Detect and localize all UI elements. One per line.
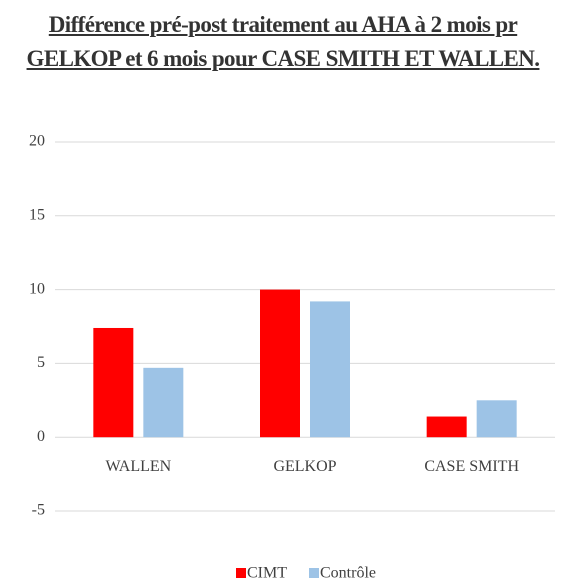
y-tick-label: 15	[29, 206, 45, 223]
x-tick-label: GELKOP	[273, 458, 336, 475]
y-tick-label: -5	[32, 502, 45, 519]
legend-swatch	[309, 568, 319, 578]
x-tick-label: CASE SMITH	[424, 458, 519, 475]
y-tick-label: 20	[29, 133, 45, 150]
chart-title: Différence pré-post traitement au AHA à …	[26, 12, 541, 71]
bar	[476, 400, 517, 438]
bar	[426, 416, 467, 438]
y-tick-label: 5	[37, 354, 45, 371]
y-tick-label: 10	[29, 280, 45, 297]
y-tick-label: 0	[37, 428, 45, 445]
bar	[260, 289, 300, 438]
x-tick-label: WALLEN	[105, 458, 171, 475]
legend-label: CIMT	[247, 565, 287, 582]
bar	[310, 301, 350, 438]
bar	[143, 367, 184, 438]
legend-swatch	[236, 568, 246, 578]
legend-label: Contrôle	[320, 565, 376, 582]
bar	[93, 327, 134, 438]
